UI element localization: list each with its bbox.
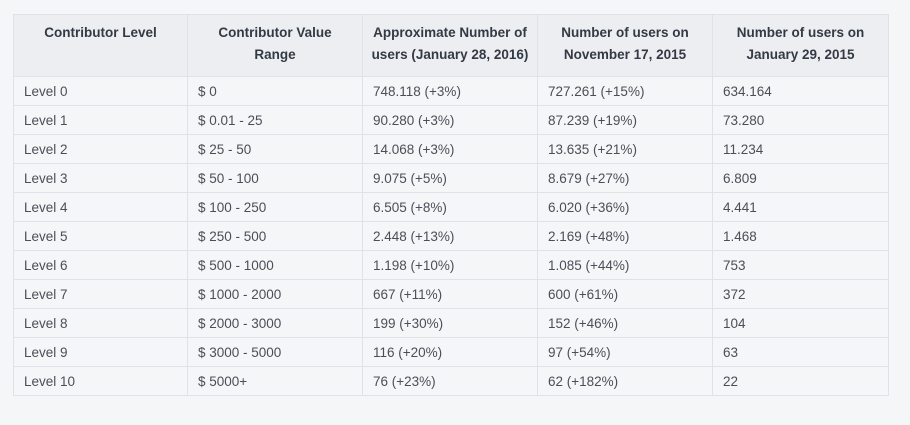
table-row: Level 4 $ 100 - 250 6.505 (+8%) 6.020 (+36%…: [13, 192, 889, 222]
contributor-levels-table: Contributor Level Contributor Value Rang…: [13, 14, 889, 396]
cell-level: Level 5: [13, 221, 188, 251]
cell-users-jan-2015: 372: [712, 279, 889, 309]
cell-users-jan-2016: 76 (+23%): [362, 366, 538, 396]
table-row: Level 2 $ 25 - 50 14.068 (+3%) 13.635 (+21%…: [13, 134, 889, 164]
cell-users-nov-2015: 62 (+182%): [537, 366, 713, 396]
cell-users-jan-2016: 667 (+11%): [362, 279, 538, 309]
cell-users-nov-2015: 1.085 (+44%): [537, 250, 713, 280]
cell-level: Level 2: [13, 134, 188, 164]
cell-level: Level 7: [13, 279, 188, 309]
cell-users-nov-2015: 6.020 (+36%): [537, 192, 713, 222]
cell-value-range: $ 25 - 50: [187, 134, 363, 164]
header-users-nov-2015: Number of users on November 17, 2015: [537, 14, 713, 77]
table-row: Level 9 $ 3000 - 5000 116 (+20%) 97 (+54%) 6…: [13, 337, 889, 367]
cell-level: Level 8: [13, 308, 188, 338]
cell-users-nov-2015: 8.679 (+27%): [537, 163, 713, 193]
cell-users-jan-2015: 104: [712, 308, 889, 338]
cell-users-jan-2015: 22: [712, 366, 889, 396]
cell-users-jan-2016: 116 (+20%): [362, 337, 538, 367]
cell-users-jan-2015: 4.441: [712, 192, 889, 222]
cell-users-jan-2016: 199 (+30%): [362, 308, 538, 338]
cell-value-range: $ 50 - 100: [187, 163, 363, 193]
cell-level: Level 10: [13, 366, 188, 396]
cell-value-range: $ 3000 - 5000: [187, 337, 363, 367]
cell-users-nov-2015: 600 (+61%): [537, 279, 713, 309]
table-row: Level 1 $ 0.01 - 25 90.280 (+3%) 87.239 (+1…: [13, 105, 889, 135]
header-contributor-value-range: Contributor Value Range: [187, 14, 363, 77]
cell-value-range: $ 0: [187, 76, 363, 106]
cell-users-jan-2016: 748.118 (+3%): [362, 76, 538, 106]
table-container: Contributor Level Contributor Value Rang…: [13, 14, 889, 396]
cell-level: Level 6: [13, 250, 188, 280]
header-users-jan-2016: Approximate Number of users (January 28,…: [362, 14, 538, 77]
table-row: Level 0 $ 0 748.118 (+3%) 727.261 (+15%) 634…: [13, 76, 889, 106]
cell-users-nov-2015: 87.239 (+19%): [537, 105, 713, 135]
cell-users-nov-2015: 13.635 (+21%): [537, 134, 713, 164]
cell-users-jan-2016: 1.198 (+10%): [362, 250, 538, 280]
cell-users-nov-2015: 2.169 (+48%): [537, 221, 713, 251]
cell-users-jan-2015: 73.280: [712, 105, 889, 135]
cell-value-range: $ 5000+: [187, 366, 363, 396]
cell-users-jan-2016: 9.075 (+5%): [362, 163, 538, 193]
cell-level: Level 4: [13, 192, 188, 222]
table-row: Level 7 $ 1000 - 2000 667 (+11%) 600 (+61%)…: [13, 279, 889, 309]
cell-value-range: $ 250 - 500: [187, 221, 363, 251]
cell-users-jan-2016: 90.280 (+3%): [362, 105, 538, 135]
header-users-jan-2015: Number of users on January 29, 2015: [712, 14, 889, 77]
table-row: Level 6 $ 500 - 1000 1.198 (+10%) 1.085 (+4…: [13, 250, 889, 280]
table-row: Level 5 $ 250 - 500 2.448 (+13%) 2.169 (+48…: [13, 221, 889, 251]
cell-users-nov-2015: 152 (+46%): [537, 308, 713, 338]
cell-users-nov-2015: 727.261 (+15%): [537, 76, 713, 106]
header-contributor-level: Contributor Level: [13, 14, 188, 77]
cell-users-jan-2015: 63: [712, 337, 889, 367]
cell-level: Level 9: [13, 337, 188, 367]
cell-users-jan-2016: 2.448 (+13%): [362, 221, 538, 251]
cell-value-range: $ 2000 - 3000: [187, 308, 363, 338]
cell-level: Level 0: [13, 76, 188, 106]
cell-users-jan-2015: 6.809: [712, 163, 889, 193]
cell-value-range: $ 1000 - 2000: [187, 279, 363, 309]
cell-users-jan-2015: 11.234: [712, 134, 889, 164]
cell-users-jan-2016: 14.068 (+3%): [362, 134, 538, 164]
cell-level: Level 3: [13, 163, 188, 193]
cell-users-jan-2016: 6.505 (+8%): [362, 192, 538, 222]
cell-users-nov-2015: 97 (+54%): [537, 337, 713, 367]
table-row: Level 3 $ 50 - 100 9.075 (+5%) 8.679 (+27%)…: [13, 163, 889, 193]
cell-value-range: $ 500 - 1000: [187, 250, 363, 280]
cell-value-range: $ 0.01 - 25: [187, 105, 363, 135]
table-row: Level 8 $ 2000 - 3000 199 (+30%) 152 (+46%)…: [13, 308, 889, 338]
cell-users-jan-2015: 753: [712, 250, 889, 280]
cell-users-jan-2015: 1.468: [712, 221, 889, 251]
cell-level: Level 1: [13, 105, 188, 135]
table-header-row: Contributor Level Contributor Value Rang…: [13, 14, 889, 77]
cell-value-range: $ 100 - 250: [187, 192, 363, 222]
table-row: Level 10 $ 5000+ 76 (+23%) 62 (+182%) 22: [13, 366, 889, 396]
cell-users-jan-2015: 634.164: [712, 76, 889, 106]
